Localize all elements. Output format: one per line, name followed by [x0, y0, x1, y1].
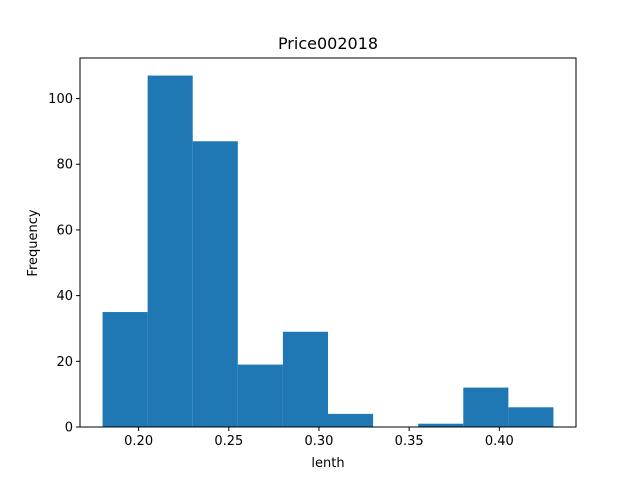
y-tick-label: 80 [56, 158, 73, 173]
histogram-bar [237, 364, 283, 427]
y-tick-label: 60 [56, 223, 73, 238]
chart-title: Price002018 [278, 34, 378, 53]
x-tick-label: 0.30 [305, 434, 334, 449]
bars-group [102, 75, 554, 428]
x-tick-label: 0.35 [395, 434, 424, 449]
y-tick-label: 100 [48, 92, 73, 107]
y-tick-label: 40 [56, 289, 73, 304]
y-tick-label: 0 [65, 421, 73, 436]
histogram-bar [282, 331, 328, 427]
histogram-bar [102, 312, 148, 427]
y-axis-ticks: 0 20 40 60 80 100 [48, 92, 80, 436]
plot-frame [79, 57, 577, 428]
x-tick-label: 0.40 [485, 434, 514, 449]
histogram-bar [192, 141, 238, 427]
histogram-bar [328, 413, 374, 427]
x-axis-label: lenth [311, 456, 344, 471]
x-axis-ticks: 0.20 0.25 0.30 0.35 0.40 [124, 427, 514, 449]
y-axis-label: Frequency [26, 209, 41, 276]
histogram-bar [508, 407, 554, 427]
y-tick-label: 20 [56, 355, 73, 370]
histogram-bar [463, 387, 509, 427]
histogram-bar [418, 423, 464, 427]
histogram-bar [147, 75, 193, 428]
x-tick-label: 0.25 [214, 434, 243, 449]
x-tick-label: 0.20 [124, 434, 153, 449]
